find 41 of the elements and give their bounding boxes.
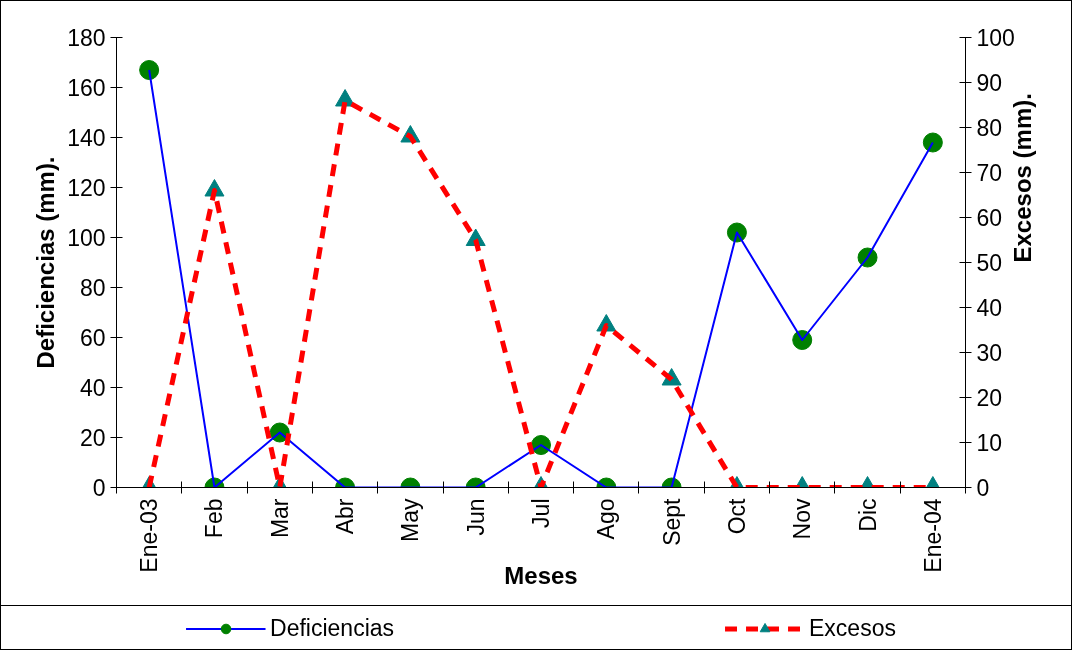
y2-axis-title: Excesos (mm). (1009, 93, 1037, 263)
y-tick-label: 140 (67, 125, 106, 151)
y-tick-label: 60 (79, 325, 106, 351)
y2-tick-label: 10 (976, 430, 1003, 456)
point (139, 60, 160, 80)
y-tick-label: 160 (67, 75, 106, 101)
x-axis-title: Meses (504, 561, 578, 589)
y2-tick-label: 70 (976, 160, 1003, 186)
x-tick-label: Sept (658, 497, 685, 546)
y-axis-title: Deficiencias (mm). (32, 156, 60, 369)
x-tick-label: Feb (201, 498, 228, 539)
y2-tick-label: 0 (976, 475, 990, 501)
x-tick-label: Oct (723, 497, 750, 535)
legend-label: Excesos (809, 614, 896, 642)
y-tick-label: 180 (67, 25, 106, 51)
point (922, 132, 943, 153)
y2-tick-label: 40 (976, 295, 1003, 321)
y2-tick-label: 30 (976, 340, 1003, 366)
x-tick-label: Ago (593, 498, 620, 540)
x-tick-label: Jun (462, 498, 489, 536)
y2-tick-label: 60 (976, 205, 1003, 231)
x-tick-label: Abr (332, 498, 359, 535)
x-tick-label: Jul (528, 498, 554, 528)
y2-tick-label: 100 (976, 25, 1015, 51)
x-tick-label: Mar (266, 498, 293, 539)
x-tick-label: May (397, 498, 424, 542)
y-tick-label: 120 (67, 175, 106, 201)
x-tick-label: Ene-04 (919, 498, 946, 573)
y2-tick-label: 50 (976, 250, 1003, 276)
y-tick-label: 100 (67, 225, 106, 251)
y-tick-label: 40 (79, 375, 106, 401)
x-tick-label: Dic (854, 498, 881, 532)
y-tick-label: 20 (79, 425, 106, 451)
legend-label: Deficiencias (270, 614, 395, 642)
y-tick-label: 0 (92, 475, 106, 501)
y2-tick-label: 20 (976, 385, 1003, 411)
x-tick-label: Nov (789, 498, 816, 540)
y-tick-label: 80 (79, 275, 106, 301)
y2-tick-label: 90 (976, 70, 1003, 96)
x-tick-label: Ene-03 (136, 498, 163, 573)
y2-tick-label: 80 (976, 115, 1003, 141)
